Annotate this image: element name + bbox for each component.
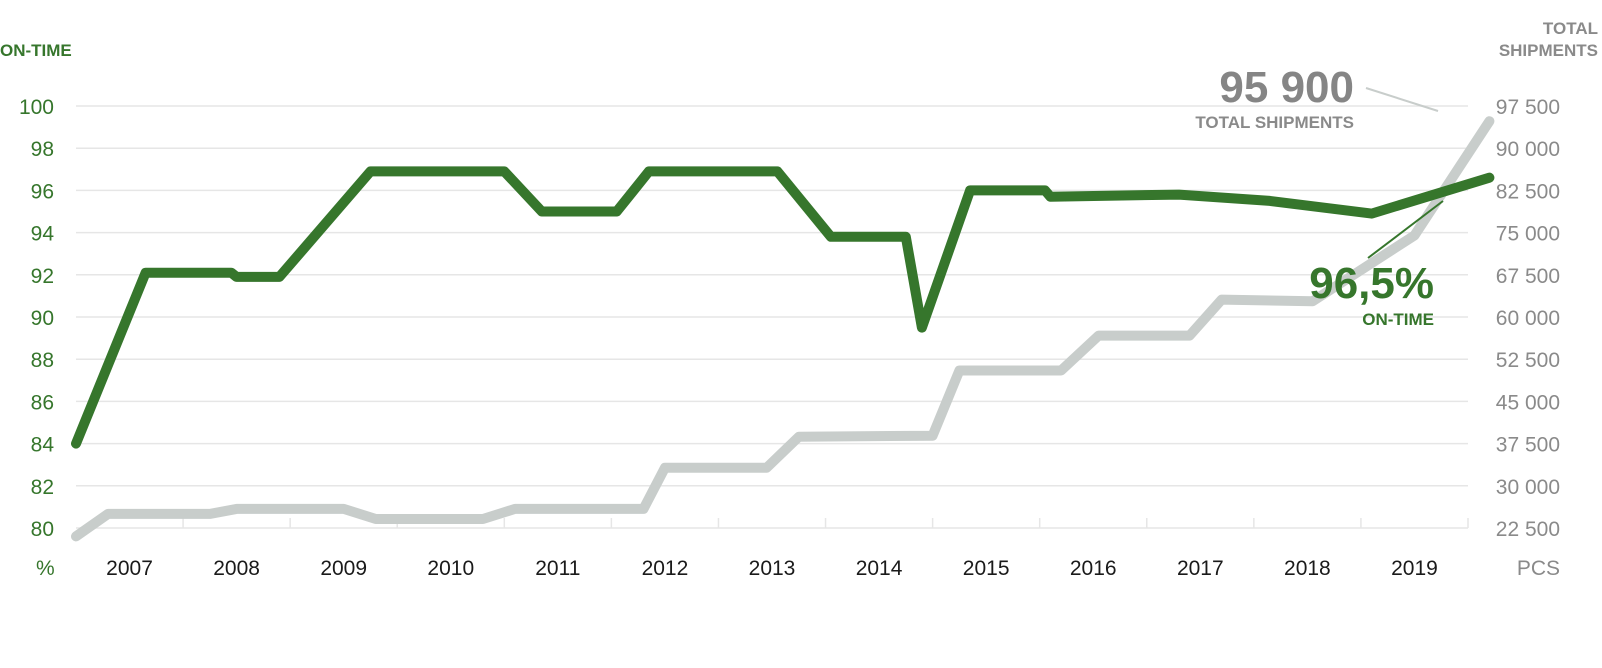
shipments-series-line — [71, 116, 1495, 542]
on-time-callout-label: ON-TIME — [1362, 310, 1434, 329]
left-axis-ticks: 80 82 84 86 88 90 92 94 96 98 100 — [19, 96, 54, 541]
left-tick-label: 84 — [31, 434, 55, 457]
on-time-callout-value: 96,5% — [1309, 259, 1434, 308]
x-tick-label: 2008 — [213, 557, 260, 580]
right-tick-label: 60 000 — [1496, 307, 1560, 330]
right-axis-title: TOTAL SHIPMENTS — [1499, 18, 1598, 62]
right-axis-ticks: 22 500 30 000 37 500 45 000 52 500 60 000 67 5… — [1496, 96, 1560, 541]
on-time-callout: 96,5% ON-TIME — [1309, 262, 1434, 330]
shipments-callout-value: 95 900 — [1219, 63, 1354, 112]
x-tick-label: 2009 — [320, 557, 367, 580]
x-tick-label: 2007 — [106, 557, 153, 580]
shipments-callout-label: TOTAL SHIPMENTS — [1195, 113, 1354, 132]
right-tick-label: 75 000 — [1496, 223, 1560, 246]
right-axis-title-line1: TOTAL — [1542, 19, 1598, 38]
x-tick-label: 2016 — [1070, 557, 1117, 580]
x-tick-label: 2018 — [1284, 557, 1331, 580]
x-tick-label: 2013 — [749, 557, 796, 580]
left-tick-label: 86 — [31, 391, 54, 414]
left-tick-label: 92 — [31, 265, 54, 288]
grid-lines — [76, 105, 1468, 529]
right-tick-label: 52 500 — [1496, 349, 1560, 372]
left-tick-label: 90 — [31, 307, 54, 330]
right-tick-label: 37 500 — [1496, 434, 1560, 457]
on-time-series-line — [71, 166, 1495, 449]
x-tick-label: 2011 — [535, 557, 580, 580]
left-tick-label: 82 — [31, 476, 54, 499]
shipments-leader-line — [1365, 87, 1439, 112]
series-lines — [71, 116, 1495, 542]
left-tick-label: 100 — [19, 96, 54, 119]
right-axis-title-line2: SHIPMENTS — [1498, 41, 1598, 60]
on-time-leader-line — [1367, 200, 1444, 259]
x-tick-label: 2012 — [642, 557, 689, 580]
x-axis-ticks: 2007 2008 2009 2010 2011 2012 2013 2014 2015 2016… — [106, 518, 1469, 580]
x-tick-label: 2019 — [1391, 557, 1438, 580]
x-tick-label: 2015 — [963, 557, 1010, 580]
right-axis-unit: PCS — [1517, 557, 1560, 580]
left-tick-label: 80 — [31, 518, 54, 541]
left-tick-label: 88 — [31, 349, 54, 372]
callout-leader-lines — [1365, 87, 1444, 259]
left-tick-label: 98 — [31, 138, 54, 161]
left-tick-label: 96 — [31, 180, 54, 203]
left-axis-title: ON-TIME — [0, 41, 72, 60]
left-axis-unit: % — [36, 557, 55, 580]
right-tick-label: 45 000 — [1496, 391, 1560, 414]
right-tick-label: 82 500 — [1496, 180, 1560, 203]
x-tick-label: 2017 — [1177, 557, 1224, 580]
shipments-callout: 95 900 TOTAL SHIPMENTS — [1195, 66, 1354, 133]
left-tick-label: 94 — [31, 223, 55, 246]
x-tick-label: 2014 — [856, 557, 903, 580]
right-tick-label: 30 000 — [1496, 476, 1560, 499]
right-tick-label: 67 500 — [1496, 265, 1560, 288]
right-tick-label: 90 000 — [1496, 138, 1560, 161]
right-tick-label: 97 500 — [1496, 96, 1560, 119]
x-tick-label: 2010 — [427, 557, 474, 580]
right-tick-label: 22 500 — [1496, 518, 1560, 541]
